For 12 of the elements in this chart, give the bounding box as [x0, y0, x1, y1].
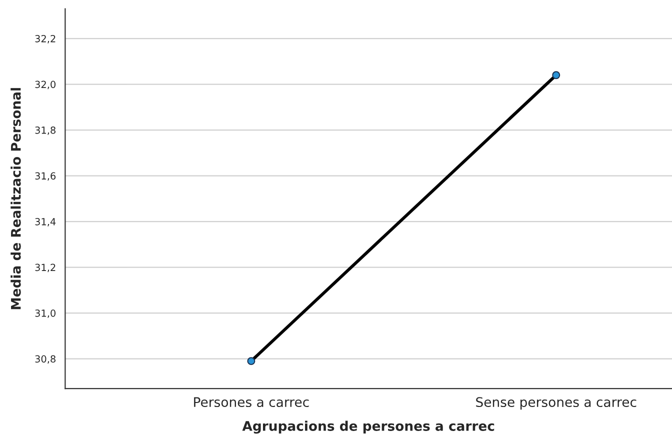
y-axis-title: Media de Realitzacio Personal	[10, 88, 21, 310]
y-tick-label: 30,8	[35, 355, 56, 364]
y-tick-label: 32,0	[35, 80, 56, 90]
y-tick-label: 31,0	[35, 310, 56, 318]
y-tick-label: 31,2	[35, 264, 56, 272]
x-tick-label: Sense persones a carrec	[476, 397, 636, 410]
y-tick-label: 31,6	[35, 172, 56, 181]
x-axis-title: Agrupacions de persones a carrec	[242, 420, 494, 434]
y-tick-label: 31,4	[35, 218, 56, 226]
y-tick-label: 31,8	[35, 126, 56, 135]
y-tick-label: 32,2	[35, 34, 56, 44]
x-tick-label: Persones a carrec	[194, 397, 309, 408]
